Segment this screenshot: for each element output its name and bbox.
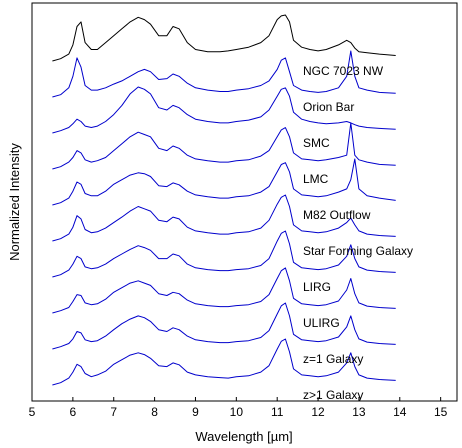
series-label-ulirg: ULIRG (303, 316, 340, 330)
x-tick-label: 13 (352, 405, 366, 419)
spectrum-line-z-1-galaxy (52, 338, 396, 386)
spectrum-line-m82-outflow (52, 158, 396, 206)
spectrum-line-z-1-galaxy (52, 302, 396, 350)
x-tick-label: 12 (311, 405, 325, 419)
series-label-lirg: LIRG (303, 280, 331, 294)
series-layer (52, 14, 396, 386)
series-label-m82-outflow: M82 Outflow (303, 208, 371, 222)
x-tick-label: 11 (271, 405, 284, 419)
x-tick-label: 9 (192, 405, 199, 419)
x-tick-label: 7 (110, 405, 117, 419)
x-tick-label: 14 (393, 405, 407, 419)
series-label-orion-bar: Orion Bar (303, 100, 354, 114)
series-label-z-1-galaxy: z=1 Galaxy (303, 352, 363, 366)
series-label-star-forming-galaxy: Star Forming Galaxy (303, 244, 413, 258)
series-label-smc: SMC (303, 136, 330, 150)
series-label-ngc-7023-nw: NGC 7023 NW (303, 64, 384, 78)
y-axis-label: Normalized Intensity (7, 143, 22, 261)
x-tick-label: 10 (230, 405, 244, 419)
spectrum-line-lirg (52, 230, 396, 278)
x-tick-label: 15 (434, 405, 448, 419)
spectrum-line-smc (52, 86, 396, 134)
spectrum-line-orion-bar (52, 50, 396, 98)
x-tick-layer: 5 6 7 8 9 10 11 12 13 14 15 (29, 397, 448, 419)
spectrum-line-star-forming-galaxy (52, 194, 396, 242)
plot-frame (31, 2, 458, 402)
series-label-lmc: LMC (303, 172, 329, 186)
x-tick-label: 6 (70, 405, 77, 419)
spectrum-line-lmc (52, 122, 396, 170)
x-tick-label: 5 (29, 405, 36, 419)
spectrum-line-ulirg (52, 267, 396, 314)
series-label-z-1-galaxy: z>1 Galaxy (303, 388, 363, 402)
x-tick-label: 8 (151, 405, 158, 419)
spectrum-line-ngc-7023-nw (52, 14, 396, 62)
x-axis-label: Wavelength [µm] (195, 429, 292, 444)
